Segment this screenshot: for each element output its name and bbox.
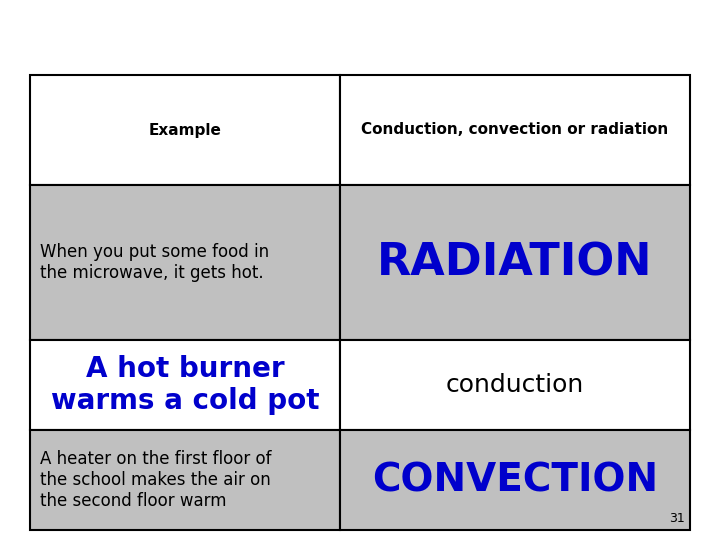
Bar [30, 430, 340, 530]
Bar [340, 75, 690, 185]
Bar [340, 340, 690, 430]
Bar [340, 185, 690, 340]
Text: conduction: conduction [446, 373, 584, 397]
Text: CONVECTION: CONVECTION [372, 461, 658, 499]
Text: RADIATION: RADIATION [377, 241, 653, 284]
Text: When you put some food in
the microwave, it gets hot.: When you put some food in the microwave,… [40, 243, 269, 282]
Text: 31: 31 [670, 512, 685, 525]
Bar [30, 75, 340, 185]
Text: Example: Example [148, 123, 222, 138]
Text: A heater on the first floor of
the school makes the air on
the second floor warm: A heater on the first floor of the schoo… [40, 450, 271, 510]
Bar [30, 340, 340, 430]
Text: Conduction, convection or radiation: Conduction, convection or radiation [361, 123, 669, 138]
Text: A hot burner
warms a cold pot: A hot burner warms a cold pot [50, 355, 319, 415]
Bar [340, 430, 690, 530]
Bar [30, 185, 340, 340]
